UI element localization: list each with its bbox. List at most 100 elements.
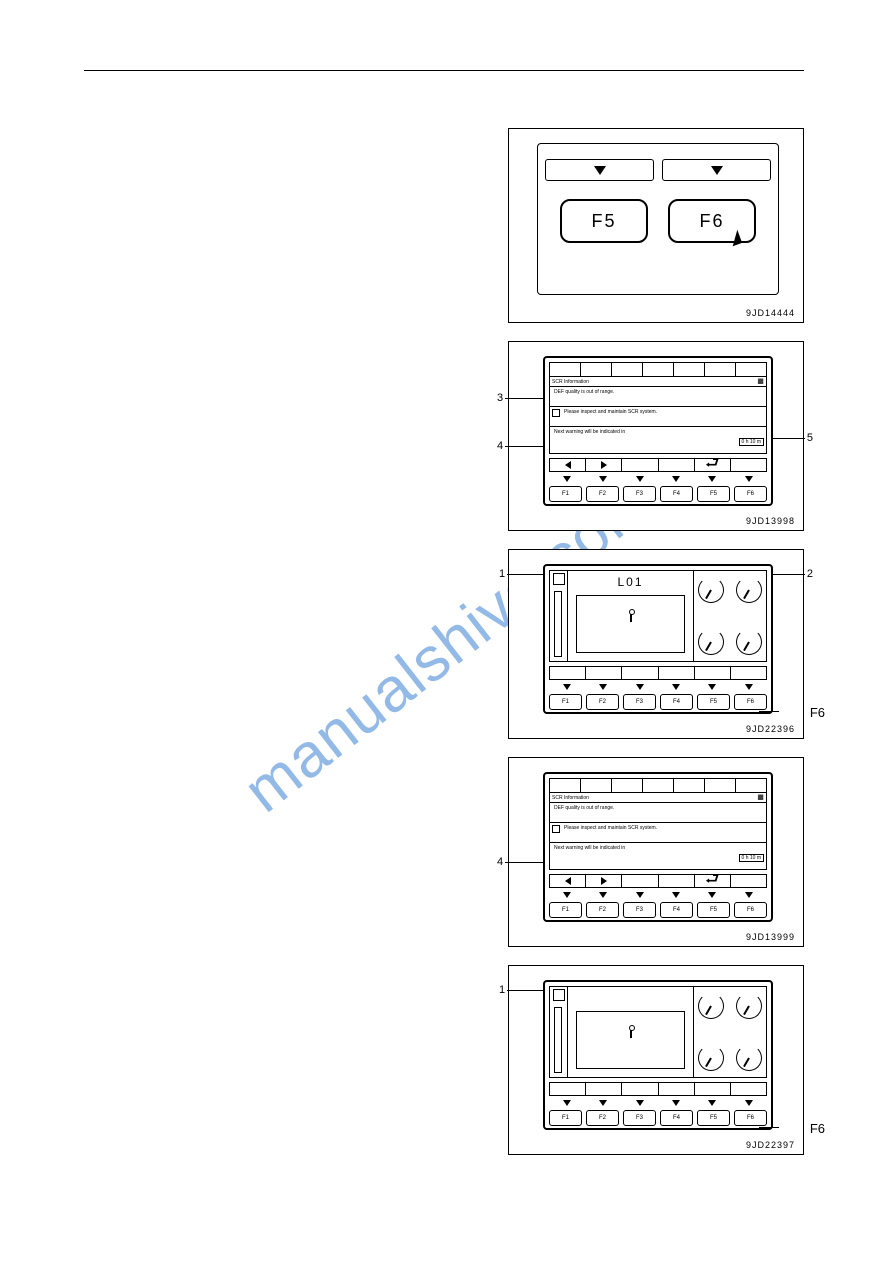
fn-button[interactable]: F4 <box>660 486 693 502</box>
message-row: DEF quality is out of range. <box>550 803 766 823</box>
nav-row <box>549 666 767 680</box>
fn-button[interactable]: F1 <box>549 1110 582 1126</box>
monitor-device: F1 F2 F3 F4 F5 F6 <box>543 980 773 1130</box>
callout-line <box>759 1127 779 1128</box>
nav-row: ⮐ <box>549 874 767 888</box>
fn-button[interactable]: F5 <box>697 694 730 710</box>
nav-return[interactable]: ⮐ <box>695 875 731 887</box>
nav-row <box>549 1082 767 1096</box>
dial-gauge <box>736 1045 762 1071</box>
panel-5: 1 <box>508 965 804 1155</box>
gauge-cluster <box>694 571 766 661</box>
figure-code: 9JD22397 <box>746 1140 795 1150</box>
monitor-device: L01 F1 F2 F3 <box>543 564 773 714</box>
monitor-device: SCR Information⬛ DEF quality is out of r… <box>543 356 773 506</box>
message-row: Please inspect and maintain SCR system. <box>550 823 766 843</box>
panel-3: 1 2 L01 <box>508 549 804 739</box>
figure-code: 9JD13999 <box>746 932 795 942</box>
screen: SCR Information⬛ DEF quality is out of r… <box>549 362 767 454</box>
f6-pointer-label: F6 <box>810 1121 825 1136</box>
function-row: F1 F2 F3 F4 F5 F6 <box>549 486 767 502</box>
fn-button[interactable]: F5 <box>697 1110 730 1126</box>
fn-button[interactable]: F1 <box>549 694 582 710</box>
fn-button[interactable]: F4 <box>660 1110 693 1126</box>
page-rule <box>84 70 804 71</box>
panel-2: 3 4 5 SCR Information⬛ DEF quality is ou… <box>508 341 804 531</box>
gauge-cluster <box>694 987 766 1077</box>
fn-button[interactable]: F2 <box>586 1110 619 1126</box>
fn-button[interactable]: F6 <box>734 1110 767 1126</box>
person-icon <box>628 609 634 623</box>
fn-button[interactable]: F6 <box>734 902 767 918</box>
f5-button[interactable]: F5 <box>560 199 648 243</box>
level-gauge <box>554 591 562 657</box>
triangle-row <box>549 682 767 692</box>
message-row: Next warning will be indicated in 0 h 10… <box>550 843 766 863</box>
road-overlay <box>576 595 685 653</box>
monitor-device: SCR Information⬛ DEF quality is out of r… <box>543 772 773 922</box>
fn-button[interactable]: F1 <box>549 902 582 918</box>
dial-gauge <box>736 993 762 1019</box>
triangle-button[interactable] <box>545 159 654 181</box>
callout-line <box>505 446 547 447</box>
info-icon <box>552 825 560 833</box>
fn-button[interactable]: F3 <box>623 694 656 710</box>
icon-bar <box>550 779 766 793</box>
callout-2: 2 <box>807 568 813 580</box>
person-icon <box>628 1025 634 1039</box>
triangle-button[interactable] <box>662 159 771 181</box>
fn-button[interactable]: F2 <box>586 486 619 502</box>
fn-button[interactable]: F5 <box>697 486 730 502</box>
nav-return[interactable]: ⮐ <box>695 459 731 471</box>
dial-gauge <box>698 629 724 655</box>
fn-button[interactable]: F3 <box>623 1110 656 1126</box>
fn-button[interactable]: F3 <box>623 486 656 502</box>
fn-button[interactable]: F4 <box>660 902 693 918</box>
camera-view <box>568 987 694 1077</box>
callout-4: 4 <box>497 440 503 452</box>
road-overlay <box>576 1011 685 1069</box>
nav-right[interactable] <box>586 459 622 471</box>
message-row: Please inspect and maintain SCR system. <box>550 407 766 427</box>
fn-button[interactable]: F2 <box>586 902 619 918</box>
panel-column: F5 F6 9JD14444 3 4 5 SCR Information⬛ <box>508 128 804 1173</box>
callout-line <box>505 398 547 399</box>
fn-button[interactable]: F6 <box>734 486 767 502</box>
triangle-row <box>549 474 767 484</box>
camera-screen <box>549 986 767 1078</box>
fn-button[interactable]: F6 <box>734 694 767 710</box>
figure-code: 9JD14444 <box>746 308 795 318</box>
fn-button[interactable]: F5 <box>697 902 730 918</box>
fn-button[interactable]: F4 <box>660 694 693 710</box>
info-icon <box>552 409 560 417</box>
f6-label: F6 <box>699 211 724 232</box>
nav-left[interactable] <box>550 459 586 471</box>
nav-right[interactable] <box>586 875 622 887</box>
left-gauge-panel <box>550 987 568 1077</box>
time-indicator: 0 h 10 m <box>739 438 764 446</box>
message-row: Next warning will be indicated in 0 h 10… <box>550 427 766 447</box>
nav-left[interactable] <box>550 875 586 887</box>
nav-row: ⮐ <box>549 458 767 472</box>
function-row: F1 F2 F3 F4 F5 F6 <box>549 902 767 918</box>
fn-button[interactable]: F1 <box>549 486 582 502</box>
figure-code: 9JD13998 <box>746 516 795 526</box>
f6-button[interactable]: F6 <box>668 199 756 243</box>
fn-button[interactable]: F2 <box>586 694 619 710</box>
callout-line <box>505 862 547 863</box>
callout-1: 1 <box>499 984 505 996</box>
overlay-code: L01 <box>617 575 643 589</box>
time-indicator: 0 h 10 m <box>739 854 764 862</box>
callout-3: 3 <box>497 392 503 404</box>
triangle-row <box>549 1098 767 1108</box>
level-gauge <box>554 1007 562 1073</box>
left-gauge-panel <box>550 571 568 661</box>
callout-1: 1 <box>499 568 505 580</box>
fn-button[interactable]: F3 <box>623 902 656 918</box>
warning-icon <box>553 989 565 1001</box>
warning-icon <box>553 573 565 585</box>
panel-4: 4 SCR Information⬛ DEF quality is out of… <box>508 757 804 947</box>
function-button-row: F5 F6 <box>545 199 771 243</box>
camera-screen: L01 <box>549 570 767 662</box>
dial-gauge <box>736 577 762 603</box>
